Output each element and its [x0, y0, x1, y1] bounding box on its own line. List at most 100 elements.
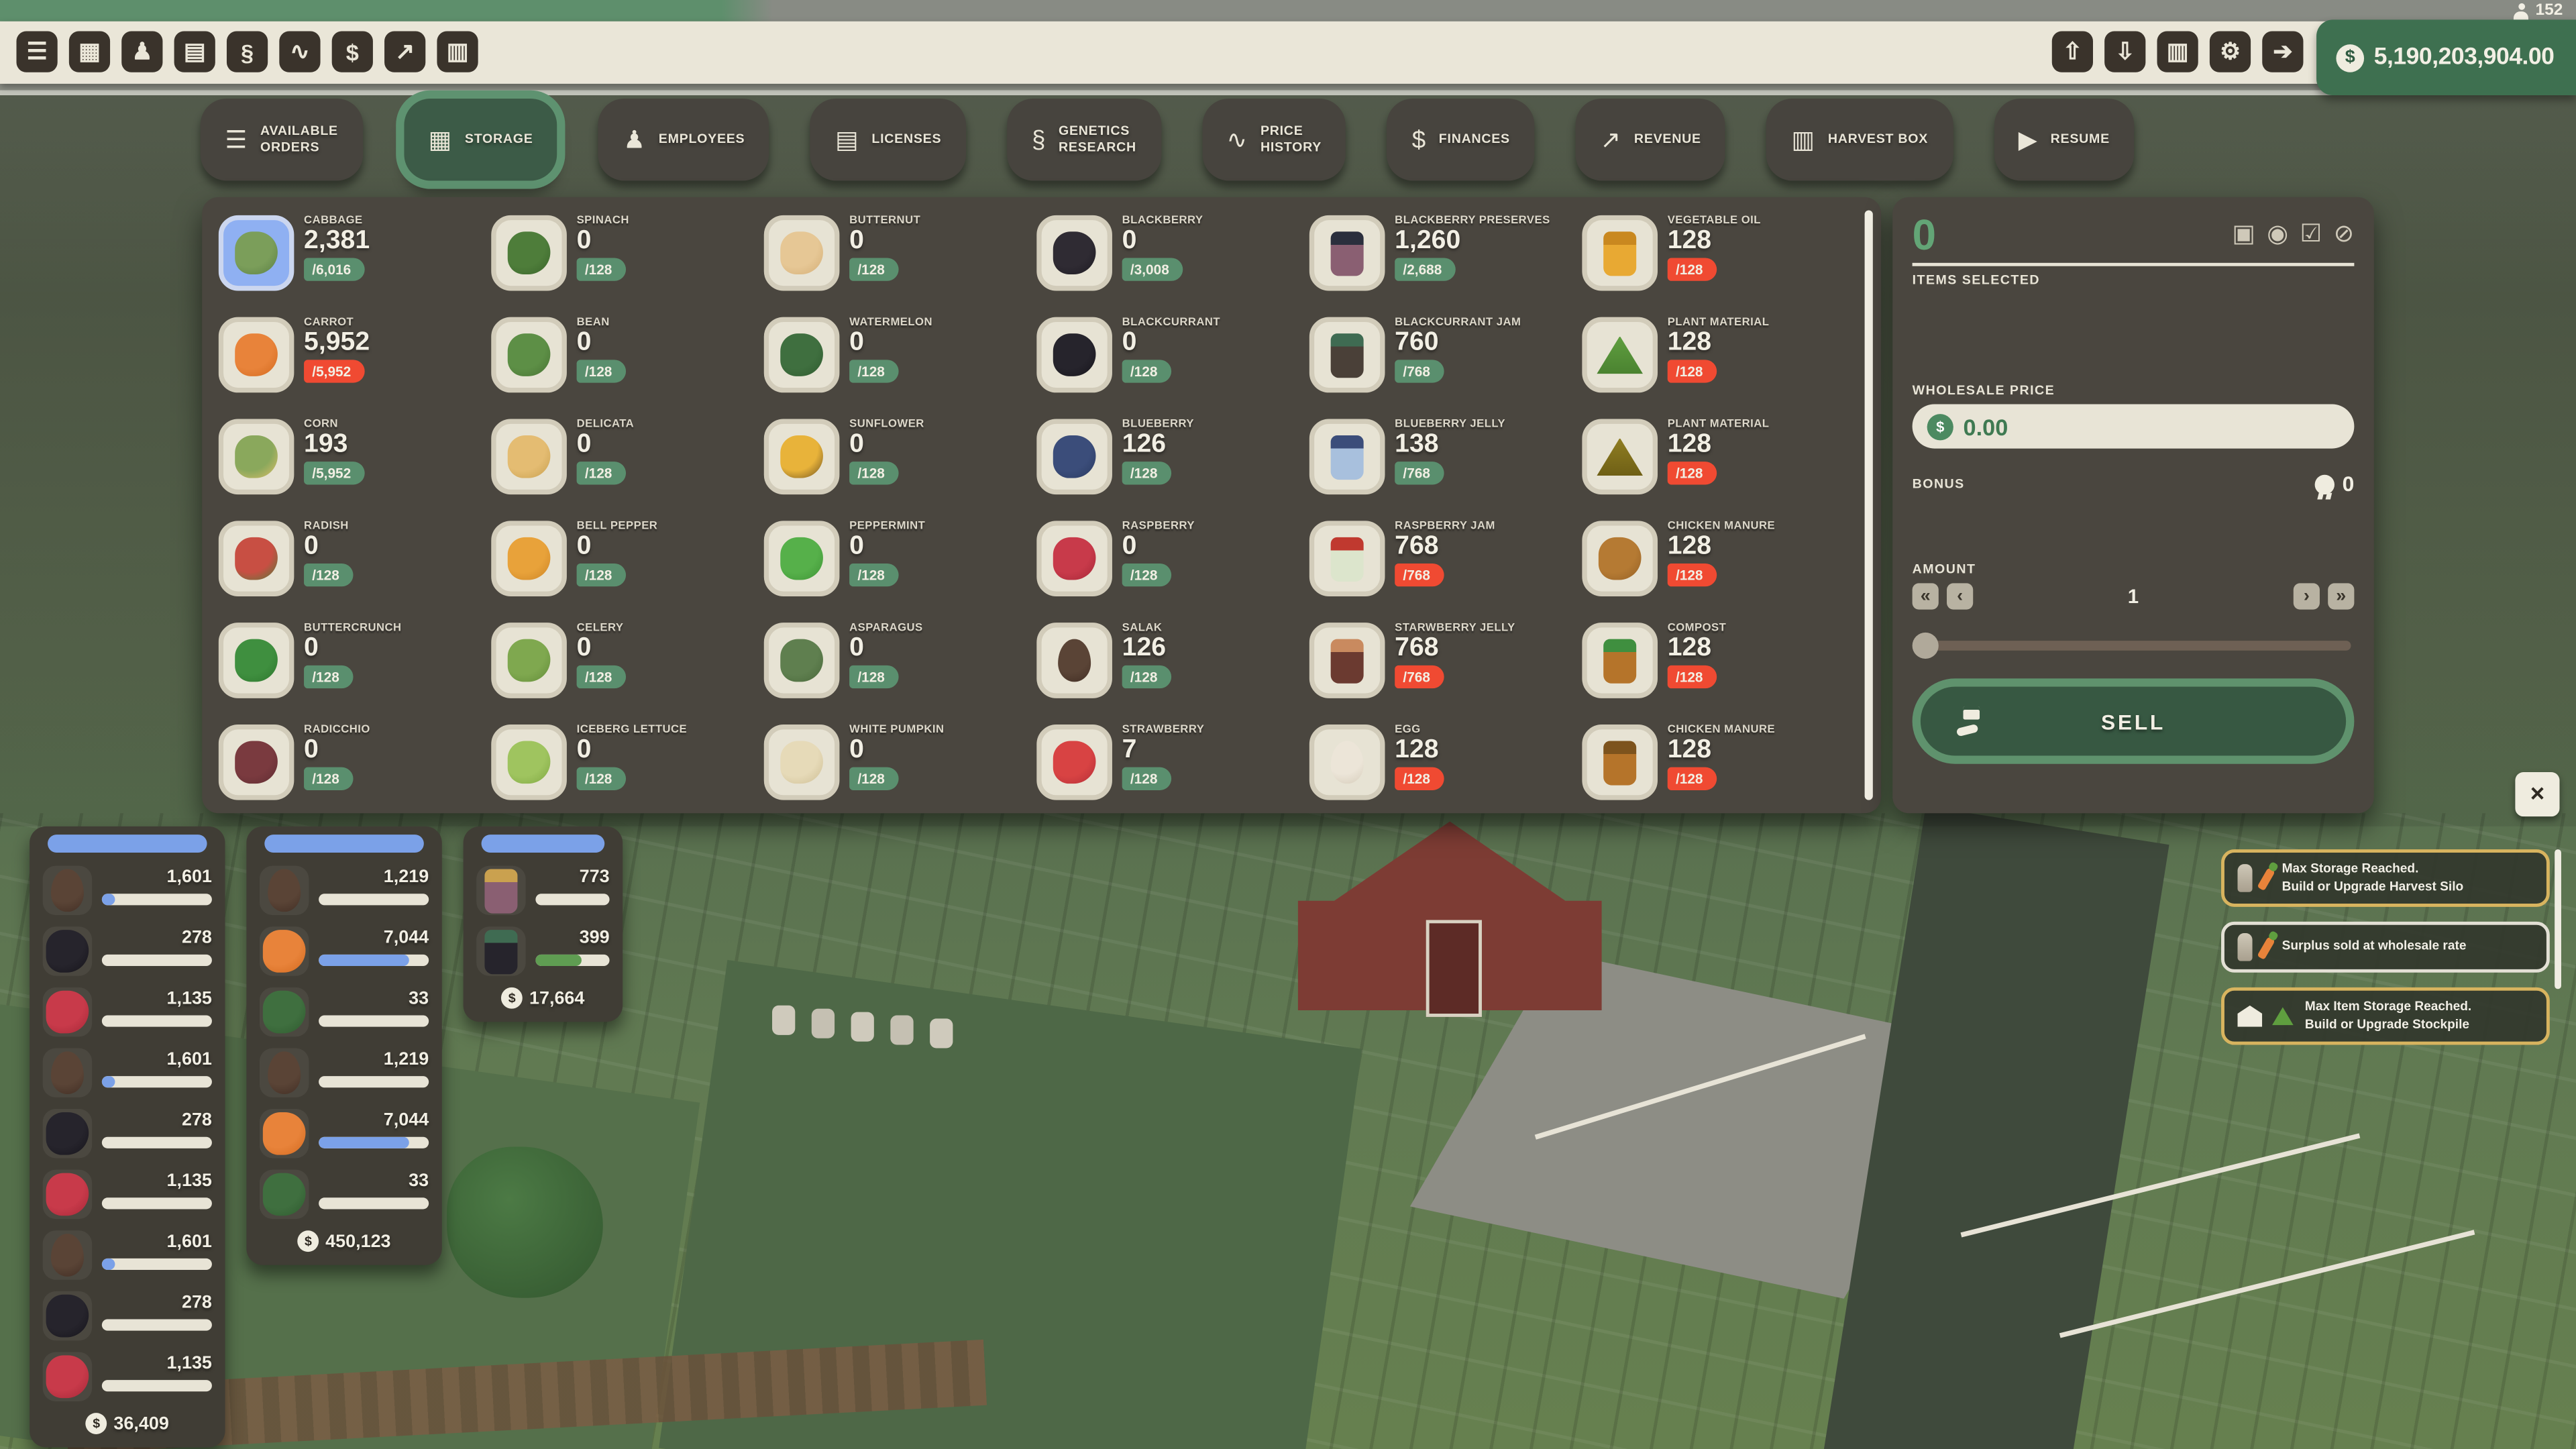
- slider-knob[interactable]: [1912, 632, 1939, 659]
- card-item-count: 278: [181, 1110, 212, 1130]
- storage-item[interactable]: CHICKEN MANURE 128 /128: [1582, 720, 1855, 814]
- storage-item[interactable]: CELERY 0 /128: [491, 618, 764, 720]
- storage-item[interactable]: BLACKCURRANT 0 /128: [1036, 312, 1309, 414]
- storage-item[interactable]: BUTTERCRUNCH 0 /128: [218, 618, 492, 720]
- storage-item[interactable]: BLUEBERRY JELLY 138 /768: [1309, 414, 1582, 516]
- storage-item[interactable]: SALAK 126 /128: [1036, 618, 1309, 720]
- exit-icon[interactable]: ➔: [2262, 31, 2304, 72]
- wholesale-price-input[interactable]: $ 0.00: [1912, 404, 2355, 449]
- storage-item[interactable]: CABBAGE 2,381 /6,016: [218, 210, 492, 312]
- card-progress-track: [101, 954, 212, 967]
- storage-item[interactable]: BEAN 0 /128: [491, 312, 764, 414]
- amount-label: AMOUNT: [1912, 561, 1976, 577]
- amount-increase-button[interactable]: ›: [2293, 583, 2320, 610]
- tab-harvest-box[interactable]: ▥ HARVEST BOX: [1766, 98, 1953, 181]
- genetics-icon[interactable]: §: [226, 31, 268, 72]
- storage-item[interactable]: BLACKBERRY 0 /3,008: [1036, 210, 1309, 312]
- storage-item[interactable]: RASPBERRY JAM 768 /768: [1309, 516, 1582, 618]
- storage-item[interactable]: PLANT MATERIAL 128 /128: [1582, 414, 1855, 516]
- select-all-icon[interactable]: ☑: [2300, 220, 2322, 248]
- tab-resume[interactable]: ▶ RESUME: [1994, 98, 2135, 181]
- item-icon: [218, 215, 294, 291]
- notification[interactable]: Max Item Storage Reached. Build or Upgra…: [2221, 987, 2550, 1045]
- amount-last-button[interactable]: »: [2328, 583, 2355, 610]
- item-shape: [780, 231, 823, 274]
- storage-item[interactable]: CORN 193 /5,952: [218, 414, 492, 516]
- storage-scrollbar[interactable]: [1864, 210, 1873, 800]
- revenue-icon[interactable]: ↗: [384, 31, 426, 72]
- storage-item[interactable]: PLANT MATERIAL 128 /128: [1582, 312, 1855, 414]
- harvest-card[interactable]: 1,219 7,044: [246, 826, 442, 1265]
- tab-price-history[interactable]: ∿ PRICE HISTORY: [1201, 98, 1346, 181]
- close-button[interactable]: ×: [2515, 772, 2560, 817]
- storage-item[interactable]: ASPARAGUS 0 /128: [763, 618, 1037, 720]
- storage-item[interactable]: WHITE PUMPKIN 0 /128: [763, 720, 1037, 814]
- tab-revenue[interactable]: ↗ REVENUE: [1575, 98, 1726, 181]
- select-stack-icon[interactable]: ▣: [2232, 220, 2256, 248]
- storage-item[interactable]: RADICCHIO 0 /128: [218, 720, 492, 814]
- notification-line2: Build or Upgrade Stockpile: [2304, 1016, 2470, 1031]
- notification[interactable]: Surplus sold at wholesale rate: [2221, 921, 2550, 973]
- storage-item[interactable]: PEPPERMINT 0 /128: [763, 516, 1037, 618]
- tab-genetics-research[interactable]: § GENETICS RESEARCH: [1007, 98, 1161, 181]
- catalog-icon[interactable]: ▥: [2157, 31, 2198, 72]
- hide-sold-icon[interactable]: ⊘: [2333, 220, 2355, 248]
- price-history-icon[interactable]: ∿: [279, 31, 321, 72]
- money-display[interactable]: $ 5,190,203,904.00: [2316, 19, 2576, 96]
- load-icon[interactable]: ⇩: [2104, 31, 2146, 72]
- storage-item[interactable]: BLACKBERRY PRESERVES 1,260 /2,688: [1309, 210, 1582, 312]
- tab-employees[interactable]: ♟ EMPLOYEES: [598, 98, 770, 181]
- storage-item[interactable]: SUNFLOWER 0 /128: [763, 414, 1037, 516]
- item-shape: [507, 333, 551, 376]
- storage-item[interactable]: CARROT 5,952 /5,952: [218, 312, 492, 414]
- notification[interactable]: Max Storage Reached. Build or Upgrade Ha…: [2221, 849, 2550, 907]
- tab-label-line1: EMPLOYEES: [658, 131, 745, 146]
- harvest-box-icon[interactable]: ▥: [437, 31, 478, 72]
- amount-slider[interactable]: [1912, 632, 2355, 659]
- storage-item[interactable]: CHICKEN MANURE 128 /128: [1582, 516, 1855, 618]
- tab-available-orders[interactable]: ☰ AVAILABLE ORDERS: [200, 98, 363, 181]
- notification-scrollbar[interactable]: [2555, 849, 2561, 989]
- storage-item[interactable]: RADISH 0 /128: [218, 516, 492, 618]
- tab-storage[interactable]: ▦ STORAGE: [403, 98, 558, 181]
- storage-item[interactable]: SPINACH 0 /128: [491, 210, 764, 312]
- storage-item[interactable]: STARWBERRY JELLY 768 /768: [1309, 618, 1582, 720]
- item-capacity-badge: /5,952: [304, 359, 364, 382]
- card-item-icon: [46, 1173, 89, 1216]
- amount-first-button[interactable]: «: [1912, 583, 1939, 610]
- storage-item[interactable]: ICEBERG LETTUCE 0 /128: [491, 720, 764, 814]
- selected-count: 0: [1912, 210, 1937, 260]
- harvest-card[interactable]: 773 399: [463, 826, 623, 1022]
- storage-item[interactable]: RASPBERRY 0 /128: [1036, 516, 1309, 618]
- storage-item[interactable]: COMPOST 128 /128: [1582, 618, 1855, 720]
- sell-button[interactable]: SELL: [1912, 678, 2355, 764]
- storage-item[interactable]: BLUEBERRY 126 /128: [1036, 414, 1309, 516]
- item-name: PLANT MATERIAL: [1667, 419, 1770, 431]
- licenses-icon[interactable]: ▤: [174, 31, 215, 72]
- tab-licenses[interactable]: ▤ LICENSES: [810, 98, 967, 181]
- item-icon: [491, 419, 567, 495]
- card-item-icon: [262, 930, 306, 973]
- storage-item[interactable]: BELL PEPPER 0 /128: [491, 516, 764, 618]
- orders-icon[interactable]: ☰: [16, 31, 58, 72]
- finances-icon[interactable]: $: [331, 31, 373, 72]
- select-circle-icon[interactable]: ◉: [2267, 220, 2289, 248]
- storage-icon[interactable]: ▦: [68, 31, 111, 72]
- item-count: 760: [1395, 328, 1439, 357]
- storage-item[interactable]: STRAWBERRY 7 /128: [1036, 720, 1309, 814]
- save-icon[interactable]: ⇧: [2051, 31, 2094, 72]
- employees-icon[interactable]: ♟: [121, 31, 163, 72]
- card-item-count: 773: [579, 867, 610, 888]
- storage-item[interactable]: BLACKCURRANT JAM 760 /768: [1309, 312, 1582, 414]
- storage-item[interactable]: BUTTERNUT 0 /128: [763, 210, 1037, 312]
- storage-item[interactable]: EGG 128 /128: [1309, 720, 1582, 814]
- tab-finances[interactable]: $ FINANCES: [1387, 98, 1535, 181]
- storage-item[interactable]: VEGETABLE OIL 128 /128: [1582, 210, 1855, 312]
- storage-item[interactable]: DELICATA 0 /128: [491, 414, 764, 516]
- amount-decrease-button[interactable]: ‹: [1947, 583, 1974, 610]
- settings-icon[interactable]: ⚙: [2209, 31, 2251, 72]
- item-name: PLANT MATERIAL: [1667, 317, 1770, 329]
- storage-item[interactable]: WATERMELON 0 /128: [763, 312, 1037, 414]
- harvest-card[interactable]: 1,601 278: [30, 826, 225, 1448]
- tab-bar: ☰ AVAILABLE ORDERS ▦ STORAGE ♟ EMPLOYEES: [200, 98, 2135, 181]
